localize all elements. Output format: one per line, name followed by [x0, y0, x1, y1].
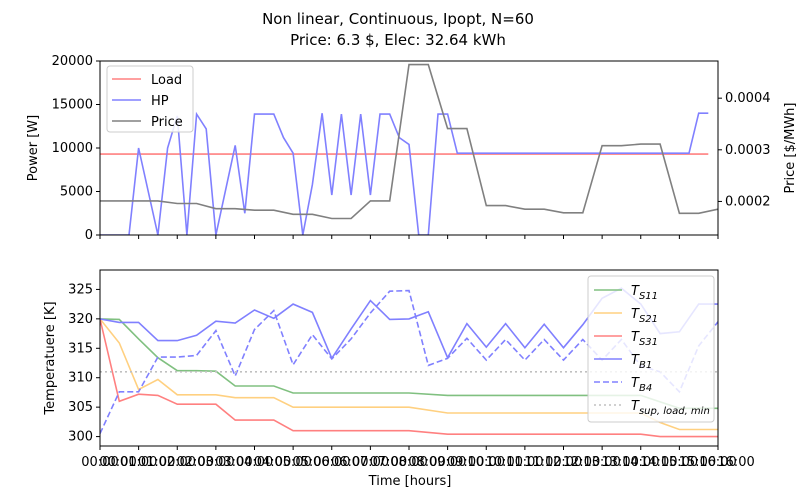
y-axis-label: Temperatuere [K]: [43, 301, 58, 415]
y-right-tick-label: 0.0002: [725, 194, 771, 209]
series-line-t-s31: [100, 318, 718, 438]
x-tick-label-repeat: 04:00: [254, 455, 291, 470]
x-tick-label: 10:00: [468, 455, 505, 470]
x-tick-label-repeat: 10:00: [486, 455, 523, 470]
chart-title: Non linear, Continuous, Ipopt, N=60: [262, 10, 534, 28]
x-tick-label: 08:00: [390, 455, 427, 470]
x-tick-label: 09:00: [429, 455, 466, 470]
x-tick-label-repeat: 06:00: [331, 455, 368, 470]
x-tick-label-repeat: 00:00: [99, 455, 136, 470]
x-tick-label-repeat: 02:00: [177, 455, 214, 470]
top-panel: 0 5000 10000 15000 20000 0.0002 0.0003 0.0004 Po…: [26, 54, 798, 243]
legend-label-main: T: [631, 307, 640, 322]
chart-subtitle: Price: 6.3 $, Elec: 32.64 kWh: [290, 31, 506, 49]
x-tick-label-repeat: 01:00: [138, 455, 175, 470]
x-tick-label-repeat: 13:00: [601, 455, 638, 470]
series-line-price: [100, 63, 718, 220]
legend-label-sub: S11: [639, 291, 658, 302]
legend-label: Load: [151, 73, 182, 88]
x-tick-label: 16:00: [699, 455, 736, 470]
x-tick-label: 01:00: [120, 455, 157, 470]
y-right-tick-label: 0.0003: [725, 143, 771, 158]
legend-label: TS11: [631, 284, 658, 302]
y-tick-label: 305: [68, 400, 93, 415]
x-tick-label: 06:00: [313, 455, 350, 470]
legend-label-main: T: [631, 330, 640, 345]
y-right-tick-label: 0.0004: [725, 91, 771, 106]
x-tick-label: 15:00: [661, 455, 698, 470]
x-tick-label-repeat: 07:00: [370, 455, 407, 470]
legend-label: TB1: [631, 353, 652, 371]
legend-label: Tsup, load, min: [631, 399, 710, 417]
x-tick-label: 04:00: [236, 455, 273, 470]
legend-label-sub: B4: [639, 383, 652, 394]
x-tick-label-repeat: 14:00: [640, 455, 677, 470]
legend-label-sub: S21: [639, 314, 658, 325]
x-tick-label: 02:00: [159, 455, 196, 470]
legend-label: TS31: [631, 330, 658, 348]
series-line-t-s11: [100, 318, 718, 410]
top-legend: Load HP Price: [106, 65, 194, 133]
y-tick-label: 15000: [52, 98, 93, 113]
x-tick-label-repeat: 16:00: [717, 455, 754, 470]
y-tick-label: 300: [68, 430, 93, 445]
y-right-axis-label: Price [$/MWh]: [783, 103, 798, 194]
x-tick-label: 07:00: [352, 455, 389, 470]
x-tick-label: 00:00: [81, 455, 118, 470]
y-axis-label: Power [W]: [26, 115, 41, 181]
x-tick-label-repeat: 11:00: [524, 455, 561, 470]
top-series-group: [100, 63, 718, 235]
x-tick-label-repeat: 08:00: [408, 455, 445, 470]
legend-label-main: T: [631, 399, 640, 414]
y-tick-label: 10000: [52, 141, 93, 156]
legend-label: TS21: [631, 307, 658, 325]
x-tick-label: 05:00: [274, 455, 311, 470]
legend-label: Price: [151, 115, 183, 130]
legend-label-sub: sup, load, min: [639, 406, 710, 417]
y-tick-label: 310: [68, 371, 93, 386]
legend-label-main: T: [631, 353, 640, 368]
x-tick-label-repeat: 15:00: [679, 455, 716, 470]
y-tick-label: 20000: [52, 54, 93, 69]
y-tick-label: 320: [68, 312, 93, 327]
legend-label: HP: [151, 94, 169, 109]
x-tick-label-repeat: 12:00: [563, 455, 600, 470]
series-line-hp: [100, 111, 709, 235]
y-tick-label: 0: [85, 228, 93, 243]
x-tick-label: 11:00: [506, 455, 543, 470]
y-tick-label: 325: [68, 282, 93, 297]
x-tick-label-repeat: 03:00: [215, 455, 252, 470]
x-tick-label: 14:00: [622, 455, 659, 470]
x-axis-label: Time [hours]: [368, 474, 452, 489]
legend-frame: [106, 65, 194, 133]
y-tick-label: 315: [68, 341, 93, 356]
x-tick-label: 13:00: [583, 455, 620, 470]
y-tick-label: 5000: [60, 185, 93, 200]
legend-label: TB4: [631, 376, 652, 394]
legend-label-main: T: [631, 284, 640, 299]
legend-label-sub: B1: [639, 360, 652, 371]
x-tick-label-repeat: 05:00: [292, 455, 329, 470]
legend-label-sub: S31: [639, 337, 658, 348]
x-tick-label-repeat: 09:00: [447, 455, 484, 470]
legend-label-main: T: [631, 376, 640, 391]
x-tick-label: 12:00: [545, 455, 582, 470]
x-tick-label: 03:00: [197, 455, 234, 470]
